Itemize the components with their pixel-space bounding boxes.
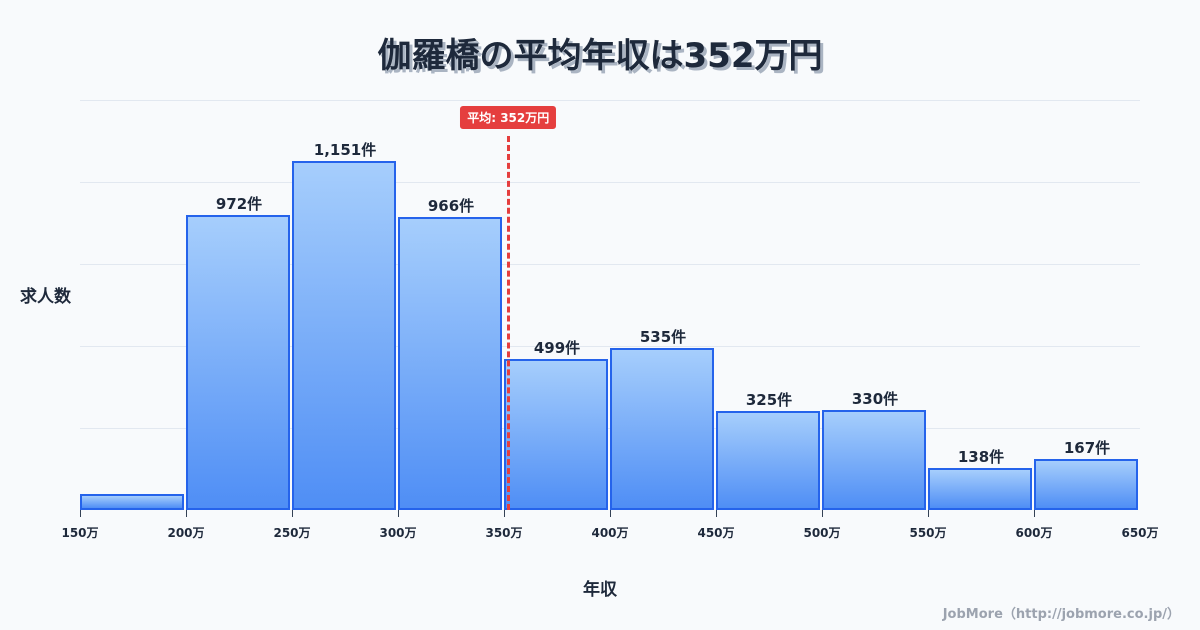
x-axis-title: 年収 <box>583 580 617 600</box>
x-tick-mark <box>398 510 399 517</box>
histogram-bar <box>80 494 184 510</box>
histogram-bar <box>186 215 290 510</box>
histogram-bar <box>610 348 714 510</box>
x-tick-mark <box>186 510 187 517</box>
histogram-bar <box>504 359 608 510</box>
x-tick-mark <box>928 510 929 517</box>
x-tick-mark <box>822 510 823 517</box>
bar-value-label: 325件 <box>745 391 793 409</box>
histogram-bar <box>292 161 396 510</box>
x-tick-mark <box>504 510 505 517</box>
x-tick-label: 600万 <box>1015 526 1053 540</box>
average-badge: 平均: 352万円 <box>460 106 557 129</box>
x-tick-label: 150万 <box>61 526 99 540</box>
bar-value-label: 330件 <box>851 390 899 408</box>
bar-value-label: 138件 <box>957 448 1005 466</box>
x-tick-label: 250万 <box>273 526 311 540</box>
x-tick-label: 350万 <box>485 526 523 540</box>
gridline <box>80 100 1140 101</box>
bar-value-label: 167件 <box>1063 439 1111 457</box>
source-watermark: JobMore（http://jobmore.co.jp/） <box>942 607 1180 622</box>
bar-value-label: 972件 <box>215 195 263 213</box>
x-tick-label: 300万 <box>379 526 417 540</box>
histogram-plot-area: 972件 1,151件 966件 499件 535件 325件 330件 138件 167件 平均… <box>80 100 1140 510</box>
gridline <box>80 182 1140 183</box>
histogram-bar <box>928 468 1032 510</box>
x-tick-mark <box>80 510 81 517</box>
gridline <box>80 346 1140 347</box>
histogram-bar <box>716 411 820 510</box>
histogram-bar <box>822 410 926 510</box>
x-tick-mark <box>292 510 293 517</box>
gridline <box>80 264 1140 265</box>
bar-value-label: 535件 <box>639 328 687 346</box>
histogram-bar <box>398 217 502 510</box>
x-tick-label: 200万 <box>167 526 205 540</box>
x-tick-label: 550万 <box>909 526 947 540</box>
x-tick-label: 450万 <box>697 526 735 540</box>
x-tick-mark <box>610 510 611 517</box>
x-tick-mark <box>716 510 717 517</box>
x-tick-mark <box>1034 510 1035 517</box>
histogram-bar <box>1034 459 1138 510</box>
average-line <box>507 136 511 510</box>
x-tick-label: 500万 <box>803 526 841 540</box>
bar-value-label: 966件 <box>427 197 475 215</box>
x-tick-label: 400万 <box>591 526 629 540</box>
chart-title: 伽羅橋の平均年収は352万円 <box>377 36 823 76</box>
bar-value-label: 499件 <box>533 339 581 357</box>
x-tick-label: 650万 <box>1121 526 1159 540</box>
bar-value-label: 1,151件 <box>313 141 377 159</box>
y-axis-title: 求人数 <box>20 287 71 307</box>
